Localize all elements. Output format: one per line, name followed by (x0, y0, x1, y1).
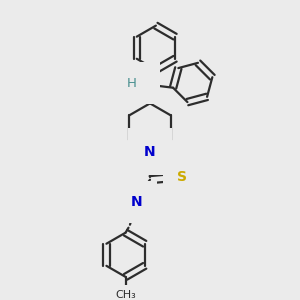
Text: O: O (134, 76, 146, 90)
Text: H: H (127, 196, 136, 208)
Text: S: S (177, 170, 187, 184)
Text: N: N (144, 145, 156, 159)
Text: H: H (127, 77, 136, 90)
Text: N: N (131, 195, 143, 209)
Text: CH₃: CH₃ (115, 290, 136, 300)
